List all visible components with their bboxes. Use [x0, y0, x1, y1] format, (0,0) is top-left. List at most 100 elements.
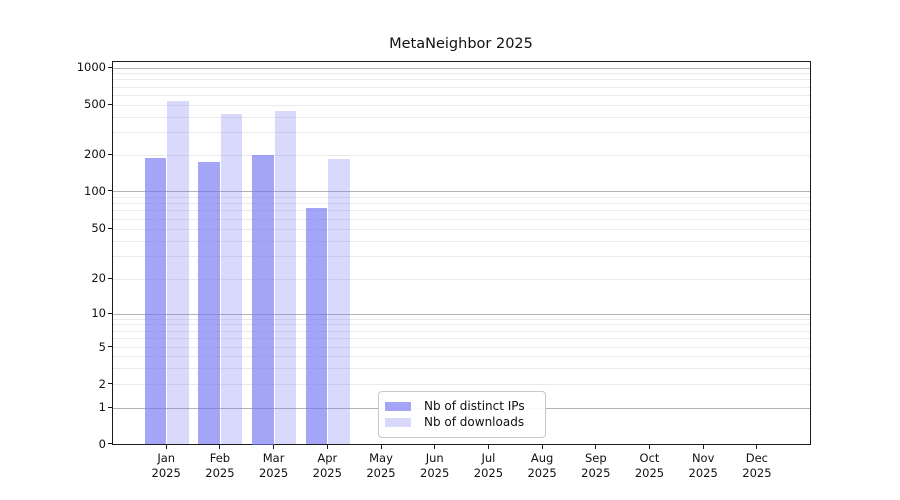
- gridline-major-10: [113, 313, 810, 315]
- x-tick-mark: [326, 444, 328, 449]
- gridline-minor: [113, 203, 810, 205]
- bar-mar-downloads: [274, 110, 297, 445]
- x-tick-mark: [273, 444, 275, 449]
- gridline-minor: [113, 384, 810, 385]
- x-tick-mark: [380, 444, 382, 449]
- gridline-minor: [113, 79, 810, 81]
- x-tick-label-nov: Nov 2025: [675, 451, 731, 481]
- gridline-minor: [113, 356, 810, 357]
- x-tick-mark: [541, 444, 543, 449]
- gridline-minor: [113, 218, 810, 220]
- y-tick-label: 1000: [76, 60, 106, 74]
- x-tick-mark: [434, 444, 436, 449]
- gridline-minor: [113, 240, 810, 242]
- y-tick-label: 500: [84, 97, 106, 111]
- x-tick-label-feb: Feb 2025: [192, 451, 248, 481]
- y-tick-mark: [108, 153, 112, 155]
- bar-mar-distinct-ips: [252, 155, 274, 445]
- x-tick-month: Oct: [639, 451, 660, 465]
- x-tick-year: 2025: [527, 466, 557, 480]
- x-tick-year: 2025: [473, 466, 504, 480]
- x-tick-mark: [649, 444, 650, 449]
- y-tick-mark: [108, 227, 112, 229]
- gridline-minor: [113, 132, 810, 134]
- y-tick-label: 0: [98, 436, 106, 451]
- gridline-minor: [113, 86, 810, 88]
- y-tick-label: 5: [98, 339, 106, 354]
- x-tick-label-mar: Mar 2025: [246, 451, 302, 481]
- x-tick-mark: [165, 444, 167, 449]
- y-tick-mark: [108, 312, 112, 314]
- gridline-minor: [113, 338, 810, 340]
- gridline-minor: [113, 367, 810, 369]
- x-tick-month: Jun: [425, 451, 444, 465]
- x-tick-mark: [595, 444, 597, 449]
- x-tick-year: 2025: [420, 466, 450, 480]
- x-tick-month: Dec: [745, 451, 769, 465]
- y-tick-mark: [108, 103, 112, 105]
- bar-apr-distinct-ips: [305, 207, 328, 445]
- gridline-minor: [113, 330, 810, 332]
- x-tick-label-sep: Sep 2025: [568, 451, 624, 481]
- y-tick-label: 50: [91, 221, 106, 235]
- legend-swatch-downloads-icon: [385, 418, 411, 428]
- bar-jan-downloads: [167, 101, 189, 445]
- gridline-minor: [113, 154, 810, 156]
- y-tick-label: 2: [98, 376, 106, 391]
- gridline-minor: [113, 116, 810, 118]
- x-tick-month: Aug: [530, 451, 554, 465]
- x-tick-year: 2025: [688, 466, 718, 480]
- gridline-minor: [113, 73, 810, 75]
- gridline-minor: [113, 104, 810, 106]
- x-tick-month: Nov: [691, 451, 715, 465]
- legend-swatch-distinct-ips-icon: [385, 401, 411, 411]
- chart-title: MetaNeighbor 2025: [389, 36, 533, 52]
- legend: Nb of distinct IPs Nb of downloads: [378, 391, 546, 438]
- gridline-minor: [113, 228, 810, 230]
- gridline-minor: [113, 278, 810, 280]
- x-tick-label-may: May 2025: [353, 451, 409, 481]
- y-tick-label: 20: [91, 271, 106, 285]
- y-tick-label: 100: [84, 183, 106, 198]
- legend-label-distinct-ips: Nb of distinct IPs: [424, 398, 525, 413]
- legend-entry-downloads: Nb of downloads: [385, 415, 535, 431]
- x-tick-label-aug: Aug 2025: [514, 451, 570, 481]
- y-tick-mark: [108, 346, 112, 347]
- legend-label-downloads: Nb of downloads: [424, 415, 525, 430]
- x-tick-year: 2025: [581, 466, 611, 480]
- x-tick-label-oct: Oct 2025: [622, 451, 678, 481]
- gridline-minor: [113, 196, 810, 198]
- bar-feb-distinct-ips: [198, 162, 220, 445]
- y-tick-label: 10: [91, 306, 106, 320]
- bar-jan-distinct-ips: [144, 157, 167, 445]
- x-tick-month: Jul: [481, 451, 496, 465]
- x-tick-mark: [219, 444, 221, 449]
- x-tick-month: Apr: [317, 451, 338, 465]
- x-tick-mark: [702, 444, 704, 449]
- y-tick-mark: [108, 443, 112, 444]
- x-tick-label-jan: Jan 2025: [138, 451, 194, 481]
- gridline-minor: [113, 210, 810, 212]
- x-tick-label-dec: Dec 2025: [729, 451, 785, 481]
- gridline-minor: [113, 256, 810, 258]
- gridline-major-1000: [113, 67, 810, 69]
- y-tick-mark: [108, 277, 112, 279]
- x-tick-year: 2025: [366, 466, 396, 480]
- gridline-minor: [113, 94, 810, 96]
- gridline-minor: [113, 324, 810, 326]
- gridline-major-100: [113, 191, 810, 192]
- gridline-minor: [113, 318, 810, 320]
- x-tick-label-jul: Jul 2025: [460, 451, 516, 481]
- x-tick-month: Mar: [262, 451, 285, 465]
- x-tick-year: 2025: [634, 466, 665, 480]
- y-tick-mark: [108, 66, 112, 68]
- x-tick-year: 2025: [205, 466, 235, 480]
- x-tick-month: May: [369, 451, 393, 465]
- y-tick-mark: [108, 383, 112, 384]
- legend-entry-distinct-ips: Nb of distinct IPs: [385, 398, 535, 414]
- x-tick-year: 2025: [312, 466, 342, 480]
- gridline-minor: [113, 347, 810, 348]
- x-tick-mark: [487, 444, 489, 449]
- plot-area: [112, 61, 811, 445]
- y-tick-label: 200: [84, 147, 106, 161]
